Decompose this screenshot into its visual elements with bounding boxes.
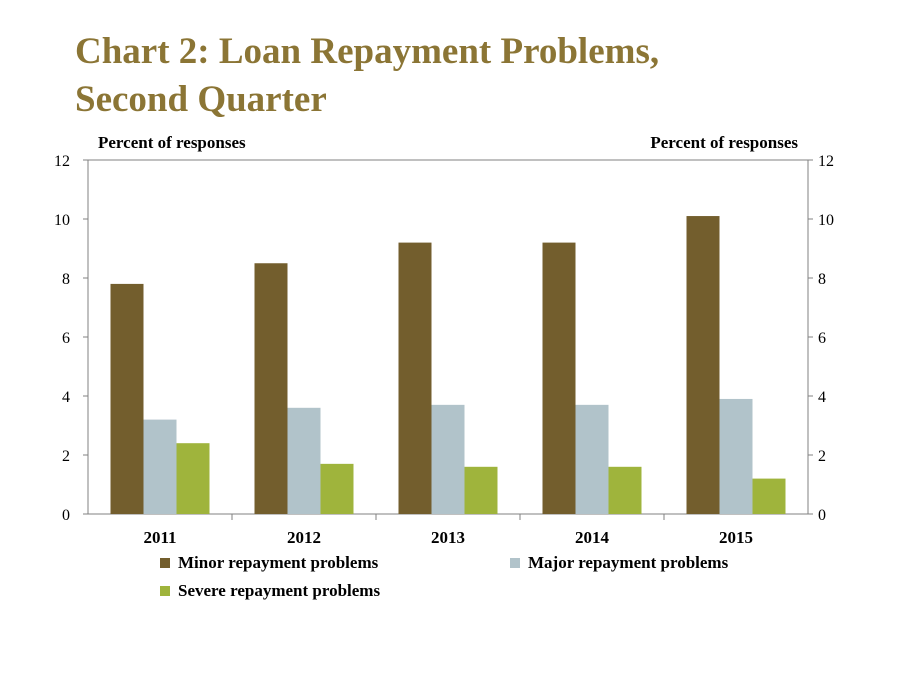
y-tick-label-right: 12 <box>818 153 834 170</box>
chart-title-line-2: Second Quarter <box>75 79 327 120</box>
left-axis-label: Percent of responses <box>98 133 246 152</box>
bar-2014-series-1 <box>542 242 576 514</box>
bar-2014-series-3 <box>608 466 642 514</box>
legend-label-severe: Severe repayment problems <box>178 581 381 600</box>
legend-item-major: Major repayment problems <box>510 553 728 573</box>
y-tick-label-left: 8 <box>62 271 70 288</box>
chart-title: Chart 2: Loan Repayment Problems, Second… <box>75 28 835 124</box>
x-tick-label: 2012 <box>287 528 321 547</box>
bar-2011-series-1 <box>110 283 144 514</box>
legend-item-severe: Severe repayment problems <box>160 581 380 601</box>
x-tick-label: 2015 <box>719 528 753 547</box>
bar-2012-series-2 <box>287 407 321 514</box>
legend-item-minor: Minor repayment problems <box>160 553 378 573</box>
bar-2015-series-3 <box>752 478 786 514</box>
y-tick-label-right: 4 <box>818 389 826 406</box>
bar-2014-series-2 <box>575 404 609 514</box>
legend-label-minor: Minor repayment problems <box>178 553 379 572</box>
y-tick-label-left: 2 <box>62 448 70 465</box>
bar-2015-series-1 <box>686 216 720 515</box>
bar-2013-series-2 <box>431 404 465 514</box>
bar-2011-series-2 <box>143 419 177 514</box>
x-tick-label: 2013 <box>431 528 465 547</box>
right-axis-label: Percent of responses <box>650 133 798 152</box>
x-tick-label: 2011 <box>143 528 176 547</box>
y-tick-label-right: 6 <box>818 330 826 347</box>
x-tick-label: 2014 <box>575 528 610 547</box>
y-tick-label-left: 4 <box>62 389 70 406</box>
y-tick-label-right: 0 <box>818 507 826 524</box>
bar-2012-series-3 <box>320 463 354 514</box>
y-tick-label-left: 12 <box>54 153 70 170</box>
y-tick-label-left: 10 <box>54 212 70 229</box>
legend-swatch-major <box>510 558 520 568</box>
plot-area: 0 0 2 2 4 4 6 6 8 8 10 10 12 12 2011 2012 2013 2014 2015 <box>54 153 834 547</box>
bar-2013-series-1 <box>398 242 432 514</box>
y-tick-label-left: 6 <box>62 330 70 347</box>
y-tick-label-right: 8 <box>818 271 826 288</box>
bar-2015-series-2 <box>719 398 753 514</box>
y-tick-label-left: 0 <box>62 507 70 524</box>
bar-2012-series-1 <box>254 263 288 514</box>
y-tick-label-right: 2 <box>818 448 826 465</box>
bar-2013-series-3 <box>464 466 498 514</box>
legend-swatch-severe <box>160 586 170 596</box>
y-tick-label-right: 10 <box>818 212 834 229</box>
legend-label-major: Major repayment problems <box>528 553 729 572</box>
legend-swatch-minor <box>160 558 170 568</box>
bar-2011-series-3 <box>176 443 210 514</box>
chart-title-line-1: Chart 2: Loan Repayment Problems, <box>75 31 660 72</box>
